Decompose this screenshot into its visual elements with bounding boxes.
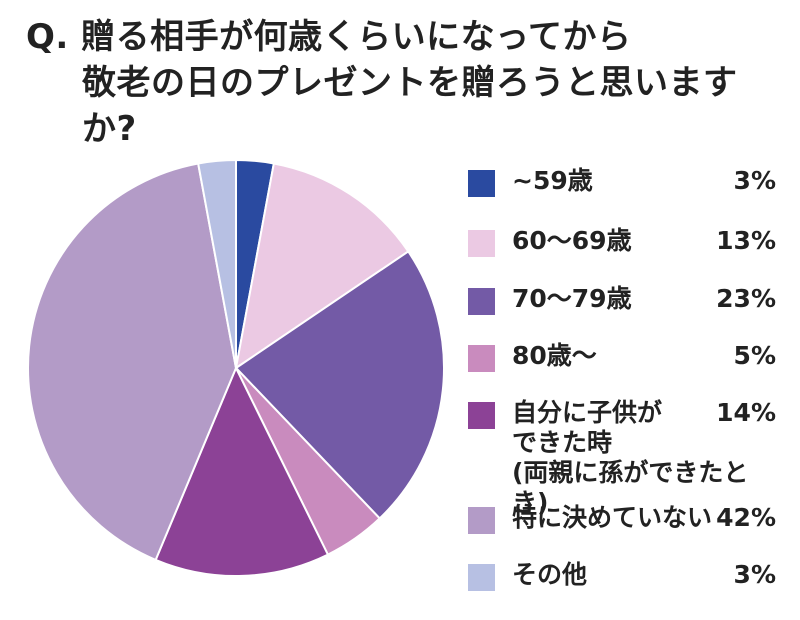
legend-value-under-59: 3% [733,166,776,195]
pie-slices [27,158,445,577]
legend-label-not-decided: 特に決めていない [512,503,713,532]
legend-swatch-own-child [468,402,495,429]
legend-swatch-other [468,564,495,591]
legend-label-70-79: 70〜79歳 [512,284,632,313]
legend-swatch-under-59 [468,170,495,197]
legend-swatch-80-plus [468,345,495,372]
legend-swatch-not-decided [468,507,495,534]
legend-value-80-plus: 5% [733,341,776,370]
title-line-2: 敬老の日のプレゼントを贈ろうと思いますか? [82,63,738,149]
legend-label-under-59: ~59歳 [512,166,593,195]
legend-value-other: 3% [733,560,776,589]
pie-slice-60-69 [234,162,410,371]
legend-label-other: その他 [512,560,588,589]
legend-swatch-60-69 [468,230,495,257]
pie-slice-70-79 [234,250,445,520]
title-line-1: Q. 贈る相手が何歳くらいになってから [26,17,632,57]
legend-label-60-69: 60〜69歳 [512,226,632,255]
pie-slice-not-decided [27,162,238,562]
pie-slice-other [196,158,237,369]
pie-slice-own-child [154,365,330,577]
legend-value-not-decided: 42% [716,503,776,532]
legend-value-own-child: 14% [716,398,776,427]
chart-title: Q. 贈る相手が何歳くらいになってから 敬老の日のプレゼントを贈ろうと思いますか… [26,14,786,152]
legend-swatch-70-79 [468,288,495,315]
legend-label-80-plus: 80歳〜 [512,341,597,370]
legend-value-70-79: 23% [716,284,776,313]
pie-chart [27,158,445,577]
legend-label-own-child: 自分に子供が できた時 (両親に孫ができたとき) [512,398,749,517]
legend-value-60-69: 13% [716,226,776,255]
